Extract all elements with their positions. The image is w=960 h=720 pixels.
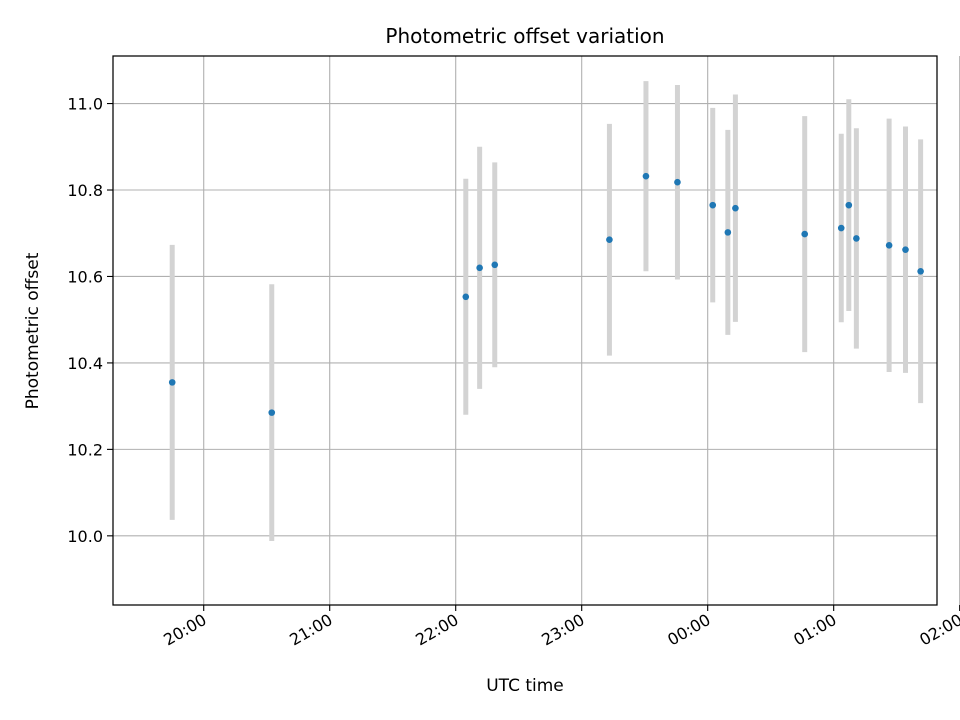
y-tick-label: 11.0 — [67, 95, 103, 114]
grid — [113, 56, 960, 605]
plot-frame — [112, 55, 938, 606]
data-point — [902, 246, 909, 253]
y-tick-label: 10.4 — [67, 354, 103, 373]
chart-title: Photometric offset variation — [385, 24, 664, 48]
y-tick-label: 10.8 — [67, 181, 103, 200]
y-tick-label: 10.6 — [67, 267, 103, 286]
y-tick-label: 10.2 — [67, 440, 103, 459]
data-point — [476, 264, 483, 272]
data-point — [268, 409, 276, 416]
data-point — [845, 201, 853, 209]
y-axis-ticks: 10.0 10.2 10.4 10.6 10.8 11.0 — [67, 95, 113, 546]
data-point — [732, 204, 739, 212]
data-point — [837, 224, 845, 232]
data-point — [606, 236, 613, 244]
data-point — [674, 178, 681, 186]
data-point — [709, 201, 717, 209]
y-tick-label: 10.0 — [67, 527, 103, 546]
y-axis-label: Photometric offset — [23, 252, 43, 409]
data-point — [917, 267, 924, 275]
data-point — [801, 230, 809, 238]
data-point — [491, 261, 499, 269]
data-point — [642, 172, 650, 180]
data-point — [724, 229, 732, 236]
data-point — [885, 242, 893, 249]
data-point — [462, 293, 470, 301]
data-points — [168, 172, 924, 416]
data-point — [168, 379, 176, 386]
x-axis-label: UTC time — [486, 676, 564, 696]
data-point — [853, 235, 860, 242]
